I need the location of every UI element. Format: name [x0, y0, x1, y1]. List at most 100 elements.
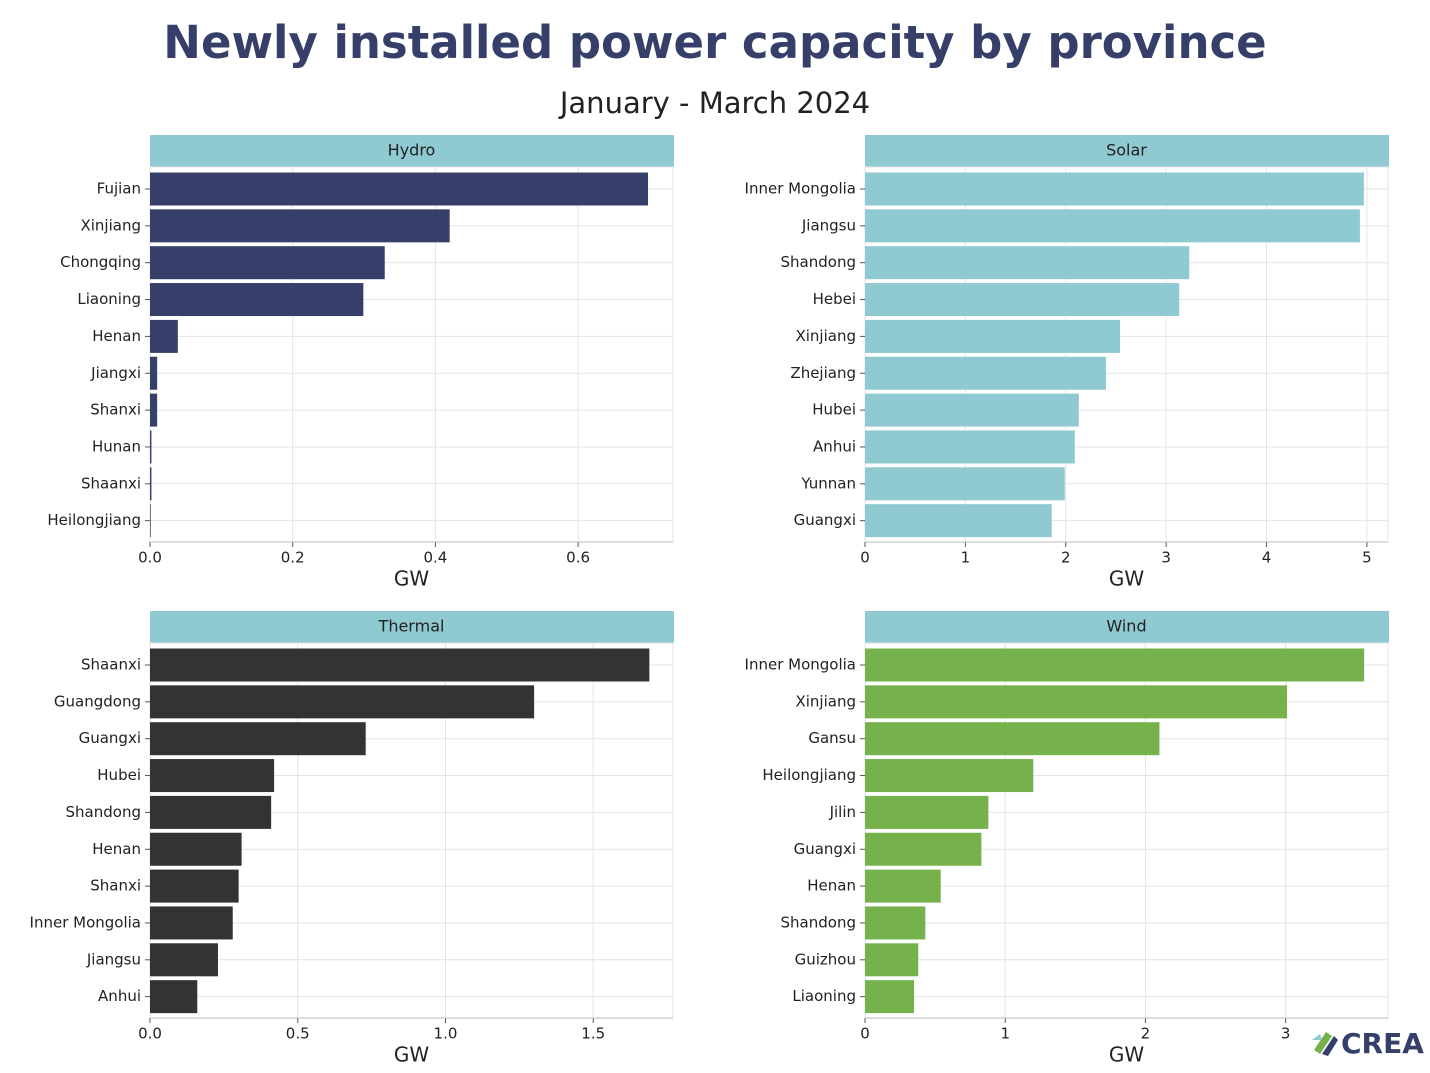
panel-title: Thermal: [378, 617, 445, 636]
bar: [150, 722, 366, 756]
strip: [865, 135, 1389, 167]
x-axis-label: GW: [1109, 1043, 1144, 1067]
x-tick-label: 0.2: [281, 549, 305, 567]
bar: [150, 795, 272, 829]
strip: [150, 135, 674, 167]
y-tick-label: Jiangxi: [90, 364, 141, 382]
bar: [150, 943, 218, 977]
bar: [865, 980, 915, 1014]
bar: [865, 504, 1052, 538]
bar: [150, 832, 242, 866]
y-tick-label: Inner Mongolia: [30, 913, 141, 931]
y-tick-label: Shaanxi: [81, 474, 141, 492]
y-tick-label: Shandong: [66, 803, 141, 821]
bar: [865, 209, 1360, 243]
bar: [865, 467, 1065, 501]
bar: [865, 869, 941, 903]
x-tick-label: 0.0: [138, 1025, 162, 1043]
bar: [865, 685, 1288, 719]
y-tick-label: Guizhou: [795, 950, 856, 968]
y-tick-label: Gansu: [808, 729, 856, 747]
bar: [865, 795, 989, 829]
y-tick-label: Liaoning: [77, 290, 141, 308]
x-tick-label: 0.4: [423, 549, 447, 567]
x-tick-label: 0: [860, 1025, 870, 1043]
bar: [865, 759, 1034, 793]
x-tick-label: 1.5: [581, 1025, 605, 1043]
y-tick-label: Xinjiang: [795, 327, 856, 345]
x-tick-label: 1: [1000, 1025, 1010, 1043]
y-tick-label: Shandong: [781, 913, 856, 931]
y-tick-label: Guangxi: [794, 840, 856, 858]
y-tick-label: Henan: [807, 877, 856, 895]
bar: [150, 759, 275, 793]
y-tick-label: Hunan: [92, 437, 141, 455]
bar: [150, 209, 450, 243]
x-tick-label: 0: [860, 549, 870, 567]
bar: [865, 283, 1180, 317]
y-tick-label: Inner Mongolia: [745, 180, 856, 198]
y-tick-label: Guangxi: [79, 729, 141, 747]
x-tick-label: 1.0: [434, 1025, 458, 1043]
x-tick-label: 3: [1161, 549, 1171, 567]
x-tick-label: 0.5: [286, 1025, 310, 1043]
x-tick-label: 1: [961, 549, 971, 567]
y-tick-label: Chongqing: [60, 253, 141, 271]
y-tick-label: Yunnan: [800, 474, 856, 492]
bar: [865, 356, 1106, 390]
logo-icon: [1312, 1032, 1338, 1056]
bar: [865, 172, 1364, 206]
bar: [150, 172, 649, 206]
y-tick-label: Liaoning: [792, 987, 856, 1005]
y-tick-label: Jilin: [829, 803, 856, 821]
bar: [865, 393, 1079, 427]
bar: [150, 283, 364, 317]
x-axis-label: GW: [1109, 567, 1144, 591]
y-tick-label: Henan: [92, 840, 141, 858]
bar: [150, 467, 152, 501]
y-tick-label: Jiangsu: [86, 950, 141, 968]
y-tick-label: Henan: [92, 327, 141, 345]
y-tick-label: Jiangsu: [801, 216, 856, 234]
y-tick-label: Shandong: [781, 253, 856, 271]
strip: [865, 611, 1389, 643]
y-tick-label: Shanxi: [90, 401, 141, 419]
x-tick-label: 3: [1281, 1025, 1291, 1043]
y-tick-label: Zhejiang: [790, 364, 856, 382]
bar: [150, 430, 152, 464]
x-tick-label: 0.0: [138, 549, 162, 567]
x-tick-label: 2: [1141, 1025, 1151, 1043]
y-tick-label: Heilongjiang: [47, 511, 141, 529]
y-tick-label: Fujian: [97, 180, 141, 198]
y-tick-label: Guangxi: [794, 511, 856, 529]
logo: CREA: [1341, 1027, 1424, 1060]
x-tick-label: 4: [1262, 549, 1272, 567]
x-tick-label: 5: [1362, 549, 1372, 567]
y-tick-label: Guangdong: [54, 692, 141, 710]
panel-title: Hydro: [388, 141, 436, 160]
bar: [150, 980, 198, 1014]
bar: [150, 504, 151, 538]
y-tick-label: Xinjiang: [795, 692, 856, 710]
y-tick-label: Heilongjiang: [762, 766, 856, 784]
bar: [150, 869, 239, 903]
bar: [865, 832, 982, 866]
panel-title: Wind: [1106, 617, 1146, 636]
bar: [150, 648, 650, 682]
y-tick-label: Hubei: [812, 401, 856, 419]
bar: [150, 356, 158, 390]
bar: [865, 430, 1075, 464]
y-tick-label: Hubei: [97, 766, 141, 784]
y-tick-label: Xinjiang: [80, 216, 141, 234]
chart-subtitle: January - March 2024: [558, 86, 870, 120]
bar: [865, 943, 919, 977]
bar: [150, 246, 385, 280]
bar: [865, 246, 1190, 280]
bar: [865, 319, 1120, 353]
bar: [150, 685, 535, 719]
x-tick-label: 0.6: [566, 549, 590, 567]
bar: [865, 648, 1365, 682]
bar: [150, 319, 178, 353]
strip: [150, 611, 674, 643]
